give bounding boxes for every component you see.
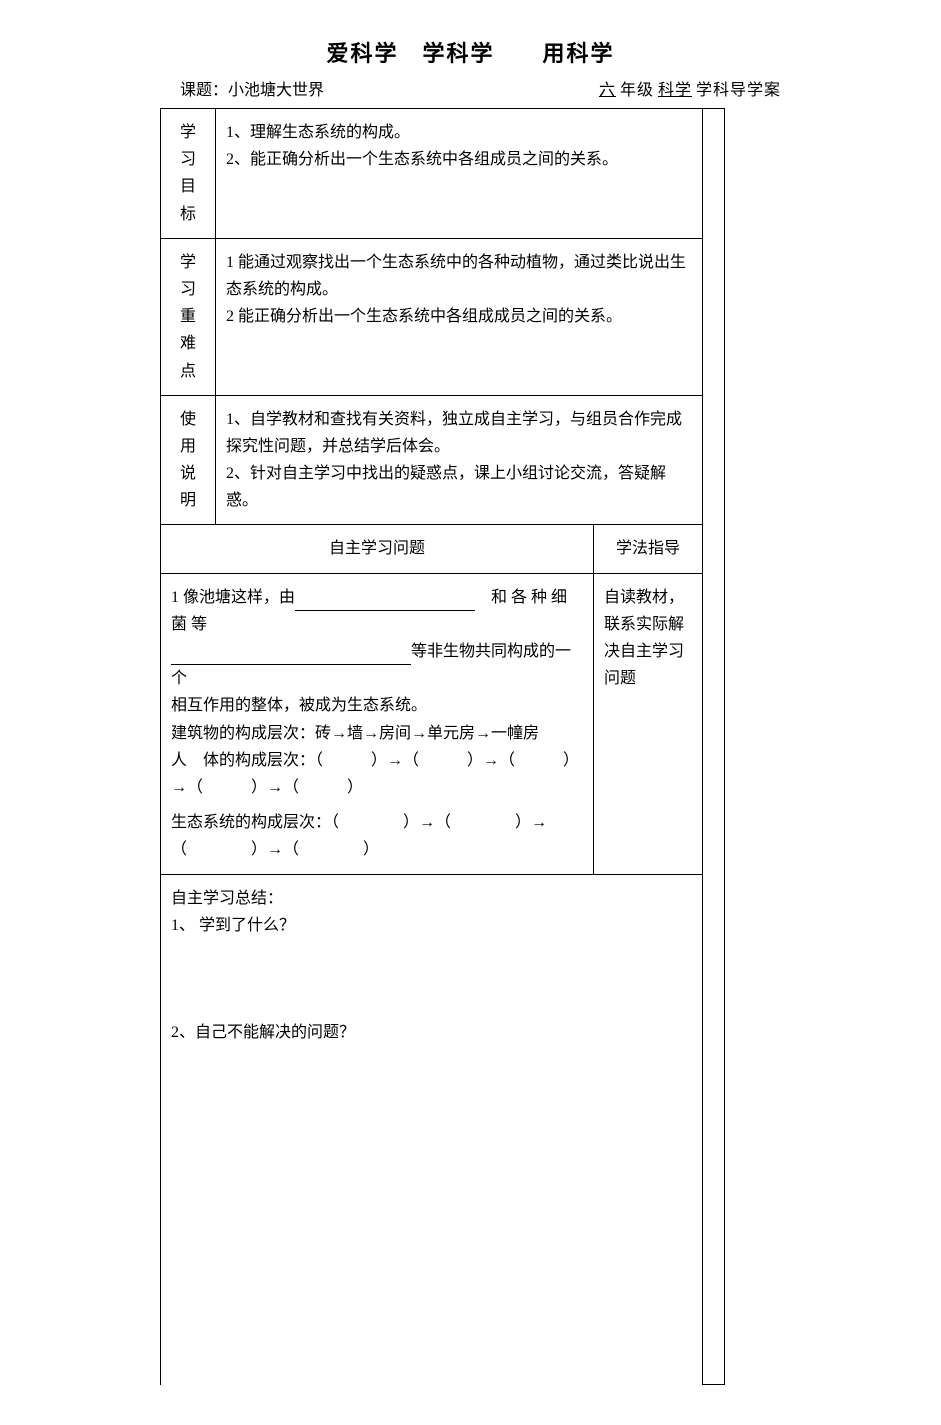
worksheet-table: 学 习 目 标 1、理解生态系统的构成。 2、能正确分析出一个生态系统中各组成员… [160,108,725,1385]
row-keypoints: 学 习 重 难 点 1 能通过观察找出一个生态系统中的各种动植物，通过类比说出生… [161,238,725,395]
q1: 1 像池塘这样，由 和 各 种 细 菌 等 [171,584,583,638]
main-title: 爱科学 学科学 用科学 [80,36,861,68]
right-rule [703,109,725,1385]
summary-q2: 2、自己不能解决的问题？ [171,1019,692,1046]
body-line: 人 体的构成层次：（ ）→（ ）→（ ）→（ ）→（ ） [171,747,583,801]
header-self-study: 自主学习问题 [161,525,594,573]
blank-2[interactable] [171,664,411,665]
guide-content: 自读教材，联系实际解决自主学习问题 [594,573,703,874]
row-objectives: 学 习 目 标 1、理解生态系统的构成。 2、能正确分析出一个生态系统中各组成员… [161,109,725,239]
self-study-content: 1 像池塘这样，由 和 各 种 细 菌 等 等非生物共同构成的一个 相互作用的整… [161,573,594,874]
eco-line: 生态系统的构成层次：（ ）→（ ）→（ ）→（ ） [171,809,583,863]
label-keypoints: 学 习 重 难 点 [161,238,216,395]
building-line: 建筑物的构成层次：砖→墙→房间→单元房→一幢房 [171,720,583,747]
summary-content: 自主学习总结： 1、 学到了什么？ 2、自己不能解决的问题？ [161,874,703,1385]
row-section-header: 自主学习问题 学法指导 [161,525,725,573]
content-instructions: 1、自学教材和查找有关资料，独立成自主学习，与组员合作完成探究性问题，并总结学后… [216,395,703,525]
summary-q1: 1、 学到了什么？ [171,912,692,939]
summary-title: 自主学习总结： [171,885,692,912]
subtitle-row: 课题：小池塘大世界 六年级科学学科导学案 [180,76,781,100]
label-objectives: 学 习 目 标 [161,109,216,239]
row-self-study: 1 像池塘这样，由 和 各 种 细 菌 等 等非生物共同构成的一个 相互作用的整… [161,573,725,874]
q1c: 相互作用的整体，被成为生态系统。 [171,692,583,719]
content-keypoints: 1 能通过观察找出一个生态系统中的各种动植物，通过类比说出生态系统的构成。 2 … [216,238,703,395]
label-instructions: 使 用 说 明 [161,395,216,525]
q1b: 等非生物共同构成的一个 [171,638,583,692]
header-guide: 学法指导 [594,525,703,573]
summary-space-1[interactable] [171,939,692,1019]
topic-label: 课题： [180,82,228,99]
row-summary: 自主学习总结： 1、 学到了什么？ 2、自己不能解决的问题？ [161,874,725,1385]
suffix: 学科导学案 [696,82,781,99]
grade-subject: 六年级科学学科导学案 [595,76,781,100]
grade-label: 年级 [620,82,654,99]
subject: 科学 [654,82,696,99]
blank-1[interactable] [295,610,475,611]
row-instructions: 使 用 说 明 1、自学教材和查找有关资料，独立成自主学习，与组员合作完成探究性… [161,395,725,525]
content-objectives: 1、理解生态系统的构成。 2、能正确分析出一个生态系统中各组成员之间的关系。 [216,109,703,239]
topic: 课题：小池塘大世界 [180,76,324,100]
page: 爱科学 学科学 用科学 课题：小池塘大世界 六年级科学学科导学案 学 习 目 标… [0,0,941,1425]
topic-text: 小池塘大世界 [228,82,324,99]
grade: 六 [595,82,620,99]
